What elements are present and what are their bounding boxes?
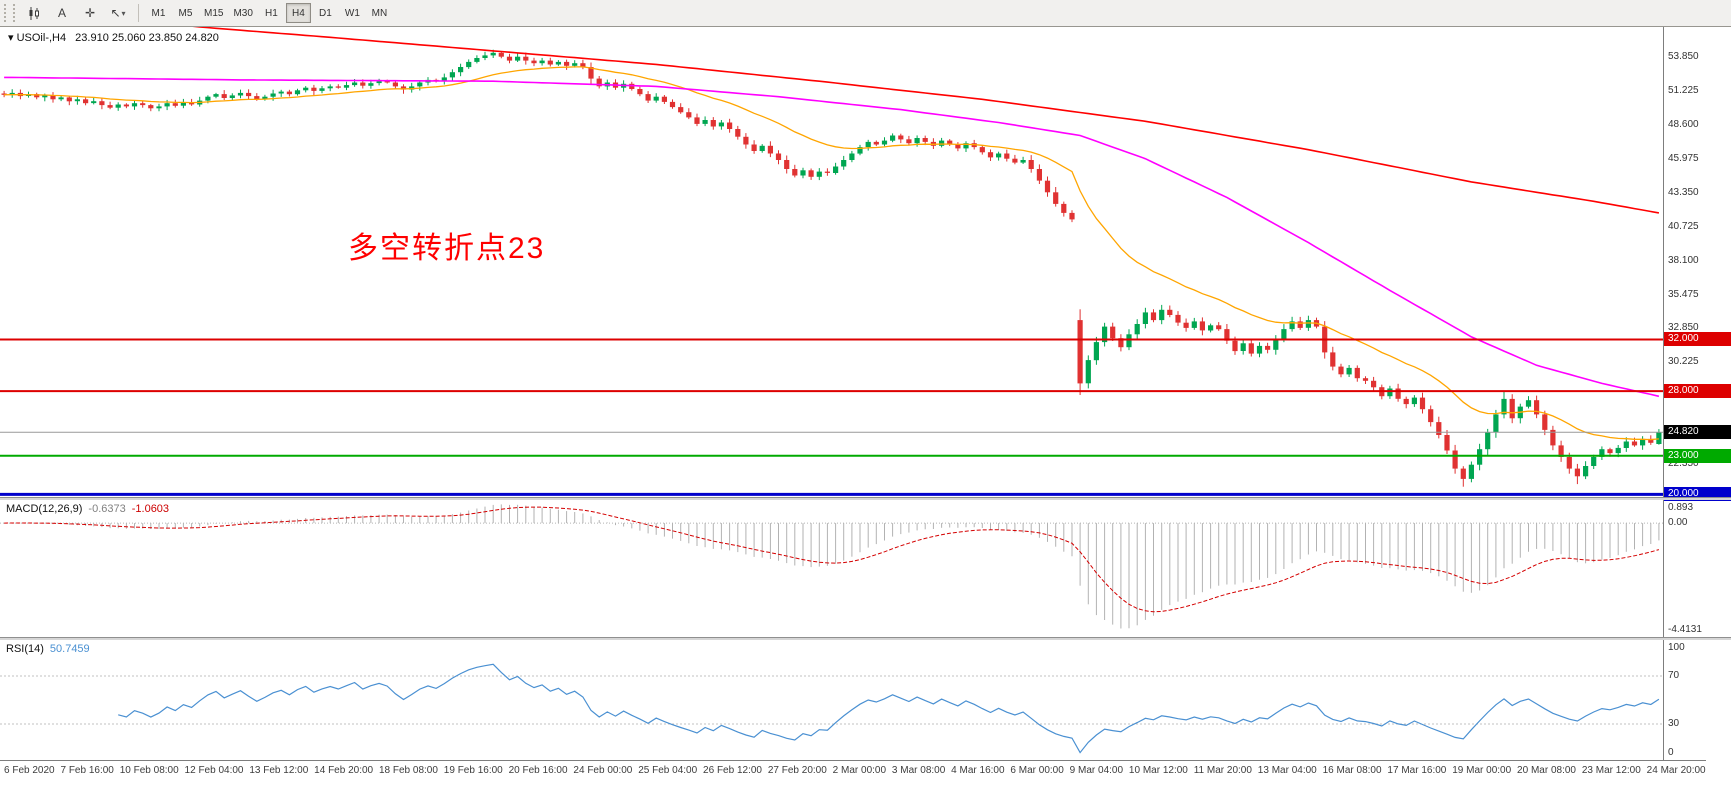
timeframe-h1[interactable]: H1 — [265, 7, 278, 19]
macd-main-value: -0.6373 — [88, 503, 126, 515]
time-axis-label: 24 Mar 20:00 — [1646, 765, 1706, 776]
price-axis-label: 48.600 — [1668, 119, 1699, 131]
time-axis-label: 6 Feb 2020 — [4, 765, 55, 776]
time-axis-label: 27 Feb 20:00 — [767, 765, 827, 776]
rsi-axis-label: 0 — [1668, 747, 1674, 758]
price-axis-label: 35.475 — [1668, 288, 1699, 300]
time-axis-label: 25 Feb 04:00 — [638, 765, 698, 776]
chart-region: 53.850 51.225 48.600 45.975 43.350 40.725 38.1… — [0, 27, 1731, 788]
macd-axis-label: 0.00 — [1668, 517, 1688, 529]
price-axis-label: 38.100 — [1668, 254, 1699, 266]
hline-price-tag: 23.000 — [1664, 448, 1731, 463]
macd-indicator-label: MACD(12,26,9) -0.6373 -1.0603 — [6, 503, 169, 515]
timeframe-m15[interactable]: M15 — [204, 7, 224, 19]
price-axis-label: 51.225 — [1668, 85, 1699, 97]
time-axis-label: 12 Feb 04:00 — [184, 765, 244, 776]
price-axis-label: 22.350 — [1668, 458, 1699, 470]
time-axis-label: 20 Feb 16:00 — [508, 765, 568, 776]
hline-price-tag: 28.000 — [1664, 384, 1731, 399]
time-axis-label: 23 Mar 12:00 — [1581, 765, 1641, 776]
time-axis-label: 10 Mar 12:00 — [1128, 765, 1188, 776]
time-axis-label: 20 Mar 08:00 — [1517, 765, 1576, 776]
rsi-axis-label: 100 — [1668, 642, 1685, 653]
time-axis-label: 26 Feb 12:00 — [703, 765, 762, 776]
rsi-indicator-label: RSI(14) 50.7459 — [6, 643, 90, 655]
toolbar: A ✛ ↖ ▾ M1 M5 M15 M30 H1 H4 D1 W1 MN — [0, 0, 1731, 27]
time-axis-label: 6 Mar 00:00 — [1010, 765, 1064, 776]
pane-splitter[interactable] — [0, 497, 1731, 500]
price-chart-canvas[interactable] — [0, 27, 1663, 497]
ohlc-values-text: 23.910 25.060 23.850 24.820 — [75, 32, 219, 44]
time-axis-label: 19 Mar 00:00 — [1452, 765, 1512, 776]
price-axis-label: 32.850 — [1668, 322, 1699, 334]
timeframe-m5[interactable]: M5 — [178, 7, 193, 19]
price-axis-label: 45.975 — [1668, 153, 1699, 165]
timeframe-w1[interactable]: W1 — [344, 7, 360, 19]
objects-arrow-glyph: ↖ — [110, 6, 121, 20]
time-axis-label: 16 Mar 08:00 — [1322, 765, 1382, 776]
rsi-axis-label: 30 — [1668, 718, 1680, 729]
toolbar-grip[interactable] — [4, 4, 15, 22]
symbol-marker-icon: ▾ — [8, 32, 14, 44]
macd-signal-value: -1.0603 — [131, 503, 170, 515]
macd-axis-label: -4.4131 — [1668, 624, 1702, 635]
rsi-value: 50.7459 — [49, 643, 90, 655]
price-axis-label: 43.350 — [1668, 186, 1699, 198]
crosshair-icon[interactable]: ✛ — [77, 2, 103, 25]
macd-name: MACD(12,26,9) — [6, 503, 83, 515]
candlestick-chart-icon[interactable] — [21, 2, 47, 25]
price-axis-label: 30.225 — [1668, 356, 1699, 368]
pane-splitter[interactable] — [0, 637, 1731, 640]
symbol-timeframe-text: USOil-,H4 — [16, 32, 67, 44]
price-axis-label: 40.725 — [1668, 220, 1699, 232]
time-axis-label: 17 Mar 16:00 — [1387, 765, 1447, 776]
time-axis-label: 7 Feb 16:00 — [60, 765, 114, 776]
time-axis-label: 13 Mar 04:00 — [1257, 765, 1317, 776]
bid-price-tag: 24.820 — [1664, 425, 1731, 440]
timeframe-h4[interactable]: H4 — [285, 3, 311, 23]
price-axis[interactable]: 53.850 51.225 48.600 45.975 43.350 40.725 38.1… — [1663, 27, 1731, 760]
rsi-name: RSI(14) — [6, 643, 44, 655]
time-axis[interactable]: 6 Feb 2020 7 Feb 16:00 10 Feb 08:00 12 Feb … — [0, 760, 1706, 788]
time-axis-label: 19 Feb 16:00 — [443, 765, 503, 776]
timeframe-m1[interactable]: M1 — [151, 7, 166, 19]
toolbar-separator — [138, 4, 139, 22]
rsi-axis-label: 70 — [1668, 670, 1680, 681]
chevron-down-icon: ▾ — [121, 8, 126, 18]
time-axis-label: 9 Mar 04:00 — [1069, 765, 1124, 776]
candlestick-glyph — [29, 6, 39, 20]
time-axis-label: 13 Feb 12:00 — [249, 765, 309, 776]
crosshair-glyph: ✛ — [84, 6, 96, 20]
hline-price-tag: 32.000 — [1664, 332, 1731, 347]
chart-text-annotation[interactable]: 多空转折点23 — [348, 232, 546, 265]
text-tool-icon[interactable]: A — [49, 2, 75, 25]
time-axis-label: 2 Mar 00:00 — [832, 765, 887, 776]
time-axis-label: 14 Feb 20:00 — [314, 765, 374, 776]
objects-arrow-icon[interactable]: ↖ ▾ — [105, 2, 131, 25]
macd-canvas[interactable] — [0, 500, 1663, 637]
symbol-ohlc-label: ▾ USOil-,H4 23.910 25.060 23.850 24.820 — [8, 31, 219, 44]
time-axis-label: 18 Feb 08:00 — [378, 765, 438, 776]
time-axis-label: 11 Mar 20:00 — [1193, 765, 1252, 776]
time-axis-label: 4 Mar 16:00 — [951, 765, 1005, 776]
text-tool-glyph: A — [57, 6, 66, 20]
timeframe-m30[interactable]: M30 — [233, 7, 253, 19]
price-axis-label: 53.850 — [1668, 51, 1699, 63]
timeframe-d1[interactable]: D1 — [319, 7, 332, 19]
macd-axis-label: 0.893 — [1668, 502, 1694, 513]
time-axis-label: 3 Mar 08:00 — [891, 765, 946, 776]
timeframe-mn[interactable]: MN — [371, 7, 388, 19]
time-axis-label: 10 Feb 08:00 — [119, 765, 179, 776]
time-axis-label: 24 Feb 00:00 — [573, 765, 633, 776]
rsi-canvas[interactable] — [0, 640, 1663, 760]
